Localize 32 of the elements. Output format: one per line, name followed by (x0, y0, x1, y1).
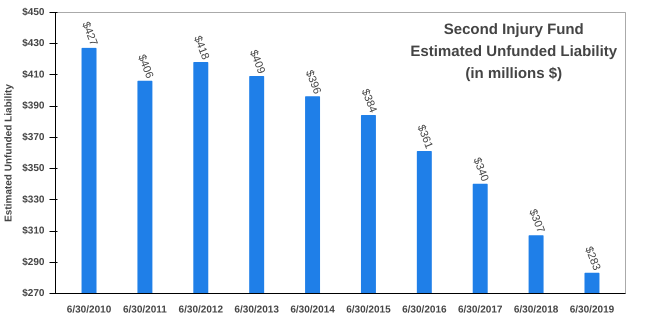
data-label: $427 (79, 20, 100, 48)
data-label: $418 (191, 34, 212, 62)
x-tick-label: 6/30/2018 (514, 304, 559, 316)
data-label: $283 (582, 245, 602, 272)
y-tick-label: $410 (22, 69, 45, 80)
data-label: $406 (135, 53, 156, 80)
data-label: $396 (302, 68, 324, 96)
x-tick-label: 6/30/2011 (122, 304, 168, 316)
x-tick-label: 6/30/2017 (458, 304, 503, 316)
y-tick-label: $390 (22, 100, 45, 112)
data-label: $307 (526, 208, 547, 235)
x-tick-label: 6/30/2014 (290, 304, 336, 316)
text: Second Injury Fund Estimated Unfunded Liability (in millions $) (410, 20, 618, 82)
x-tick-label: 6/30/2019 (570, 304, 615, 316)
y-tick-label: $370 (22, 132, 45, 143)
x-tick-label: 6/30/2016 (402, 304, 448, 316)
y-tick-label: $330 (22, 194, 45, 206)
x-tick-label: 6/30/2010 (66, 304, 112, 316)
y-tick-label: $270 (22, 288, 45, 299)
y-tick-label: $290 (22, 256, 45, 268)
data-label: $340 (470, 156, 491, 184)
data-label: $361 (414, 123, 435, 150)
x-tick-label: 6/30/2015 (346, 304, 392, 316)
y-tick-label: $310 (22, 226, 45, 237)
y-tick-label: $430 (22, 38, 45, 50)
x-tick-label: 6/30/2012 (178, 304, 224, 316)
y-axis-title: Estimated Unfunded Liability (3, 84, 14, 222)
x-tick-label: 6/30/2013 (234, 304, 280, 316)
data-label: $409 (247, 48, 268, 76)
data-label: $384 (358, 87, 379, 115)
y-tick-label: $350 (22, 163, 45, 174)
y-tick-label: $450 (22, 7, 45, 18)
